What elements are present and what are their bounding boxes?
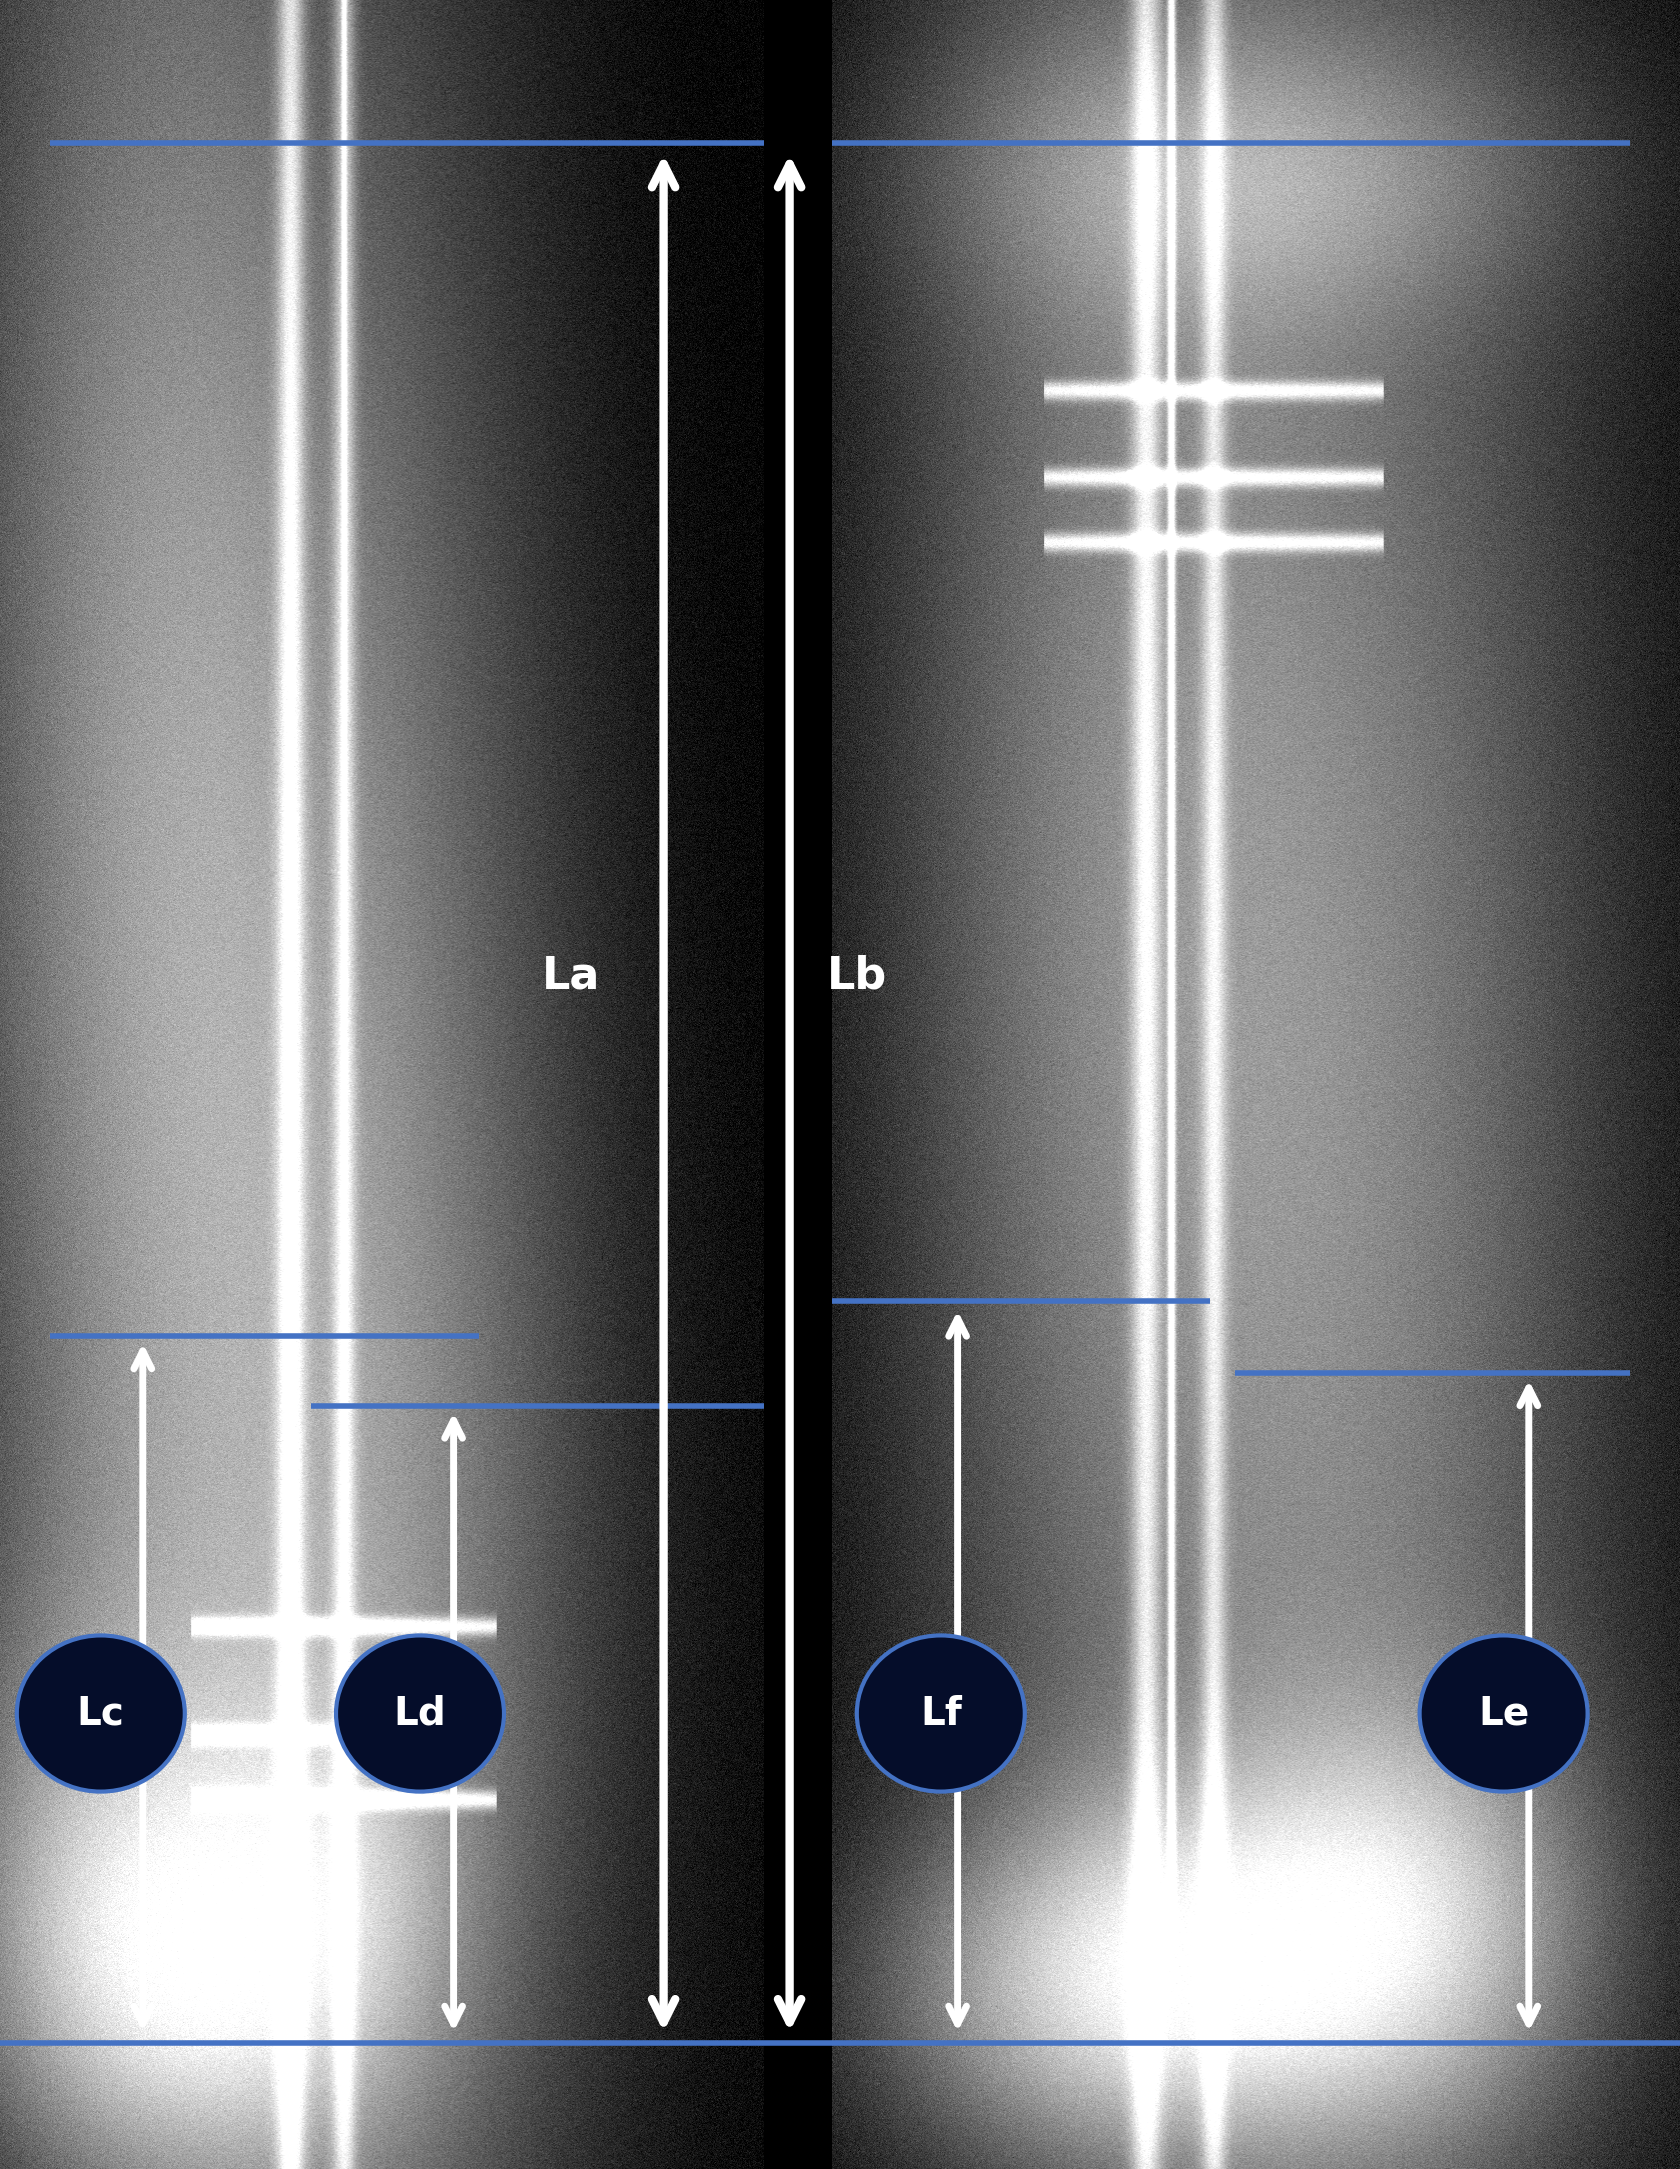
Text: Le: Le bbox=[1478, 1694, 1529, 1733]
Ellipse shape bbox=[17, 1635, 185, 1792]
Text: Lb: Lb bbox=[827, 954, 887, 998]
Text: Ld: Ld bbox=[393, 1694, 447, 1733]
Text: Lc: Lc bbox=[77, 1694, 124, 1733]
FancyBboxPatch shape bbox=[764, 0, 832, 2169]
Ellipse shape bbox=[336, 1635, 504, 1792]
Ellipse shape bbox=[857, 1635, 1025, 1792]
Text: La: La bbox=[543, 954, 600, 998]
Text: Lf: Lf bbox=[921, 1694, 961, 1733]
Ellipse shape bbox=[1420, 1635, 1588, 1792]
